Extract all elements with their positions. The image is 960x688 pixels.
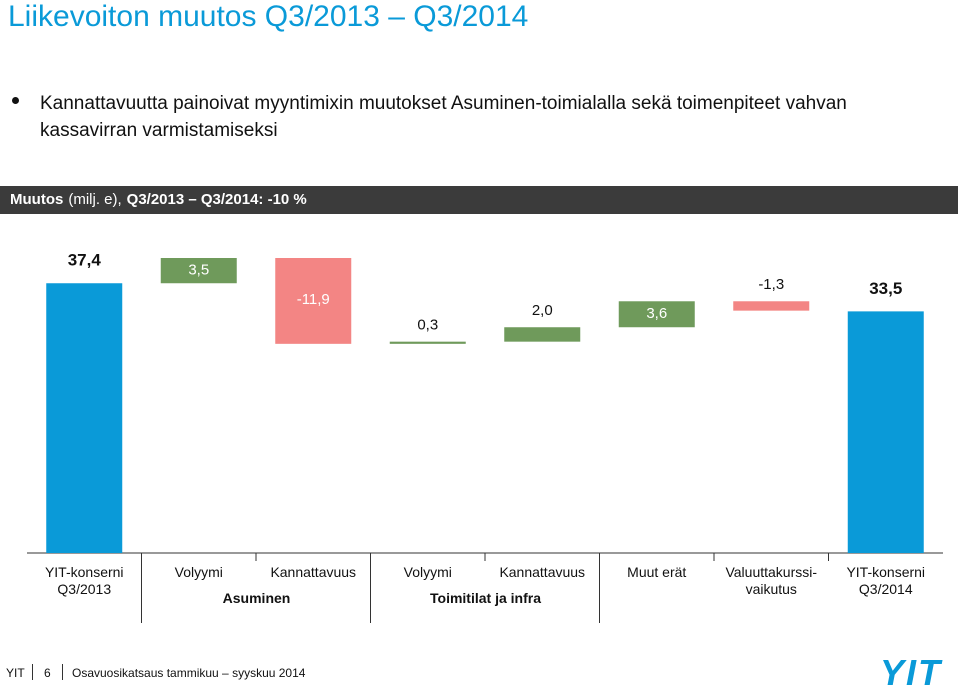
- value-label: 0,3: [417, 317, 438, 334]
- x-tick-label: Kannattavuus: [270, 564, 357, 580]
- bar: [46, 283, 123, 553]
- bar: [275, 258, 352, 344]
- x-tick-label: Valuuttakurssi-vaikutus: [725, 564, 818, 597]
- page-number: 6: [44, 666, 51, 680]
- group-label: Toimitilat ja infra: [430, 590, 541, 606]
- value-label: 2,0: [532, 302, 553, 319]
- bar: [618, 301, 695, 328]
- value-label: 3,5: [188, 262, 209, 279]
- x-tick-label: Muut erät: [627, 564, 687, 580]
- value-label: 37,4: [68, 251, 102, 270]
- bar: [160, 258, 237, 284]
- footer-company: YIT: [6, 666, 25, 680]
- x-tick-label: YIT-konserni Q3/2013: [44, 564, 124, 597]
- bar: [504, 327, 581, 342]
- chart-title: Muutos: [10, 191, 64, 208]
- x-tick-label: YIT-konserni Q3/2014: [846, 564, 926, 597]
- footer: YIT 6 Osavuosikatsaus tammikuu – syyskuu…: [0, 652, 960, 688]
- bullet-text: Kannattavuutta painoivat myyntimixin muu…: [40, 93, 847, 141]
- report-name: Osavuosikatsaus tammikuu – syyskuu 2014: [72, 666, 306, 680]
- value-label: -11,9: [297, 291, 330, 308]
- value-label: 33,5: [869, 279, 902, 298]
- bar: [847, 311, 924, 553]
- group-label: Asuminen: [222, 590, 291, 606]
- bar: [733, 301, 810, 311]
- slide-title: Liikevoiton muutos Q3/2013 – Q3/2014: [8, 0, 529, 33]
- value-label: 3,6: [646, 305, 667, 322]
- separator: [32, 664, 33, 680]
- x-tick-label: Kannattavuus: [499, 564, 586, 580]
- chart-title: Q3/2013 – Q3/2014: -10 %: [126, 191, 307, 208]
- separator: [62, 664, 63, 680]
- logo: YIT: [879, 652, 942, 688]
- x-tick-label: Volyymi: [174, 564, 223, 580]
- bar: [389, 341, 466, 344]
- bullet-dot: [12, 97, 19, 104]
- chart-title: (milj. e),: [68, 191, 122, 208]
- x-tick-label: Volyymi: [403, 564, 452, 580]
- chart-header: Muutos (milj. e), Q3/2013 – Q3/2014: -10 %: [0, 186, 958, 214]
- value-label: -1,3: [758, 276, 784, 293]
